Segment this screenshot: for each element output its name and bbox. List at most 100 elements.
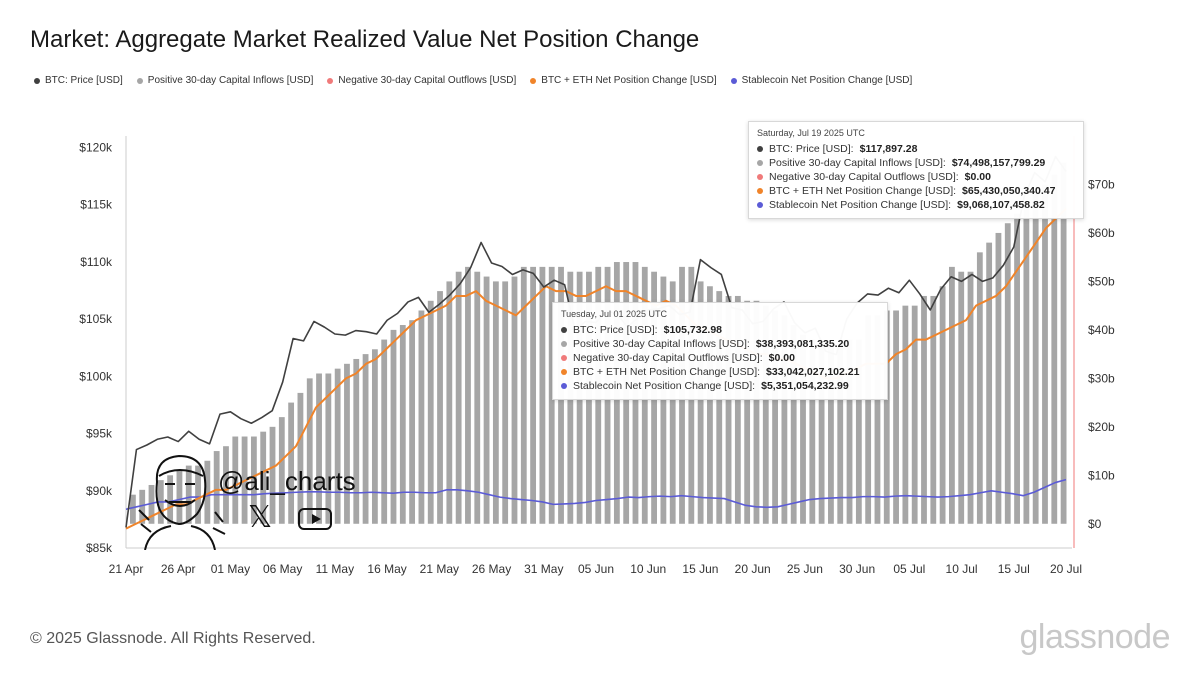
x-tick-label: 26 Apr (161, 562, 196, 576)
inflow-bar (930, 295, 937, 524)
inflow-bar (716, 291, 723, 524)
tooltip-value: $33,042,027,102.21 (766, 366, 860, 378)
tooltip-row-btc-price: BTC: Price [USD]: $105,732.98 (561, 323, 879, 337)
tooltip-row-inflows: Positive 30-day Capital Inflows [USD]: $3… (561, 337, 879, 351)
tooltip-label: BTC + ETH Net Position Change [USD]: (769, 185, 957, 197)
y-left-tick-label: $95k (86, 427, 113, 441)
inflow-bar (148, 484, 155, 524)
x-tick-label: 11 May (316, 562, 354, 576)
x-tick-label: 26 May (472, 562, 511, 576)
inflow-bar (707, 286, 713, 524)
inflow-bar (781, 315, 788, 524)
inflow-bar (1042, 184, 1048, 524)
inflow-bar (427, 300, 434, 524)
stablecoin-line (125, 478, 1067, 511)
legend-dot (136, 77, 143, 84)
tooltip-label: BTC: Price [USD]: (769, 143, 854, 155)
inflow-bar (949, 266, 955, 524)
tooltip-value: $38,393,081,335.20 (755, 338, 850, 350)
legend-item-outflows[interactable]: Negative 30-day Capital Outflows [USD] (327, 75, 516, 86)
tooltip-value: $0.00 (768, 352, 795, 364)
tooltip-value: $5,351,054,232.99 (761, 380, 849, 392)
x-tick-label: 16 May (367, 562, 406, 576)
legend-label: BTC: Price [USD] (45, 75, 123, 86)
inflow-bar (409, 320, 416, 524)
legend-item-btc-price[interactable]: BTC: Price [USD] (34, 75, 123, 86)
tooltip-date: Tuesday, Jul 01 2025 UTC (561, 309, 668, 319)
inflow-bar (1060, 162, 1067, 524)
legend-dot (327, 77, 334, 84)
legend-item-stablecoin[interactable]: Stablecoin Net Position Change [USD] (730, 75, 912, 86)
inflow-bar (269, 426, 276, 524)
copyright-footer: © 2025 Glassnode. All Rights Reserved. (30, 630, 316, 647)
inflow-bar (130, 494, 136, 524)
inflow-bar (939, 286, 946, 524)
inflow-bar (511, 276, 518, 524)
tooltip-dot (757, 202, 763, 208)
tooltip-dot (757, 188, 763, 194)
inflow-bar (185, 465, 192, 524)
x-logo-icon: 𝕏 (248, 501, 273, 534)
inflow-bar (1014, 213, 1020, 524)
inflow-bar (520, 266, 527, 524)
tooltip-dot (561, 383, 567, 389)
inflow-bar (418, 310, 425, 524)
x-tick-label: 05 Jul (893, 562, 925, 576)
glassnode-logo: glassnode (1019, 618, 1170, 656)
x-tick-label: 21 May (420, 562, 459, 576)
inflow-bar (381, 339, 388, 524)
inflow-bar (390, 329, 397, 524)
inflow-bar (958, 271, 965, 524)
inflow-bar (865, 315, 872, 524)
inflow-bar (297, 392, 304, 524)
tooltip-dot (561, 327, 567, 333)
x-tick-label: 10 Jun (630, 562, 666, 576)
x-tick-label: 15 Jun (682, 562, 718, 576)
x-tick-label: 06 May (263, 562, 302, 576)
inflow-bar (204, 460, 211, 524)
tooltip-label: Positive 30-day Capital Inflows [USD]: (573, 338, 750, 350)
inflow-bar (483, 276, 490, 524)
legend: BTC: Price [USD] Positive 30-day Capital… (34, 75, 912, 86)
inflow-bar (278, 417, 285, 524)
inflow-bar (753, 300, 760, 524)
tooltip-label: Negative 30-day Capital Outflows [USD]: (573, 352, 763, 364)
inflow-bar (734, 295, 741, 524)
inflow-bar (539, 266, 546, 524)
tooltip-label: Stablecoin Net Position Change [USD]: (573, 380, 756, 392)
inflow-bar (660, 276, 667, 524)
inflow-bar (800, 334, 806, 524)
x-tick-label: 25 Jun (787, 562, 823, 576)
inflow-bar (260, 431, 267, 524)
inflow-bar (911, 305, 918, 524)
tooltip-date: Saturday, Jul 19 2025 UTC (757, 128, 865, 138)
y-right-tick-label: $50b (1088, 274, 1115, 288)
y-right-tick-label: $0 (1088, 517, 1102, 531)
inflow-bar (902, 305, 909, 524)
tooltip-row-outflows: Negative 30-day Capital Outflows [USD]: $… (561, 351, 879, 365)
inflow-bar (986, 242, 993, 524)
y-left-tick-label: $105k (79, 312, 113, 326)
inflow-bar (725, 295, 732, 524)
tooltip-dot (561, 341, 567, 347)
y-right-tick-label: $70b (1088, 177, 1115, 191)
legend-item-inflows[interactable]: Positive 30-day Capital Inflows [USD] (136, 75, 313, 86)
tooltip-label: Positive 30-day Capital Inflows [USD]: (769, 157, 946, 169)
tooltip-value: $0.00 (964, 171, 991, 183)
tooltip-jul-19: Saturday, Jul 19 2025 UTC BTC: Price [US… (748, 121, 1084, 219)
x-tick-label: 01 May (211, 562, 250, 576)
x-tick-label: 30 Jun (839, 562, 875, 576)
tooltip-label: Negative 30-day Capital Outflows [USD]: (769, 171, 959, 183)
inflow-bar (195, 465, 201, 524)
tooltip-dot (757, 146, 763, 152)
legend-dot (730, 77, 737, 84)
inflow-bar (874, 315, 881, 524)
inflow-bar (697, 281, 704, 524)
tooltip-label: BTC: Price [USD]: (573, 324, 658, 336)
youtube-logo-icon (298, 508, 332, 530)
inflow-bar (818, 344, 825, 524)
watermark-handle: @ali_charts (218, 466, 356, 496)
tooltip-value: $9,068,107,458.82 (957, 199, 1045, 211)
inflow-bar (809, 339, 816, 524)
legend-item-btc-eth[interactable]: BTC + ETH Net Position Change [USD] (530, 75, 717, 86)
